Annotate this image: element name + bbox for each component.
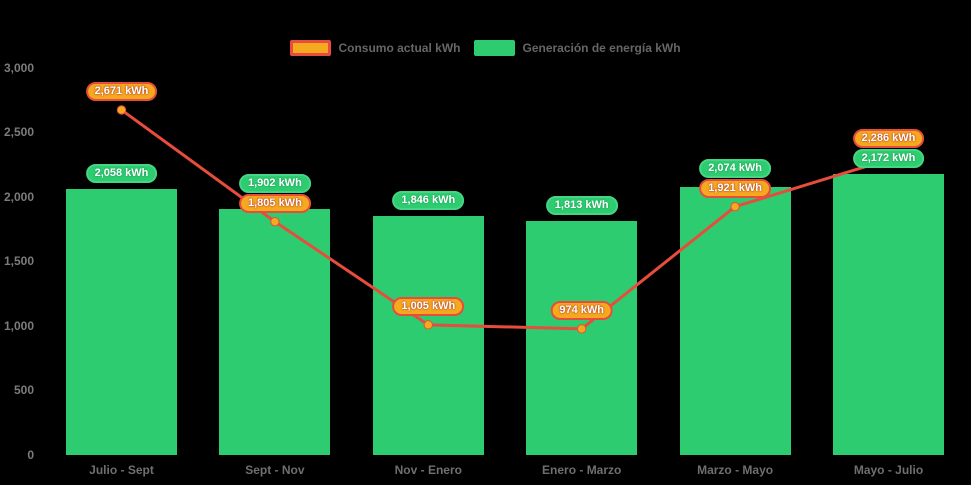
line-value-label: 974 kWh [550, 300, 614, 320]
generation-bar[interactable] [219, 209, 331, 455]
x-axis-label: Julio - Sept [89, 463, 154, 477]
generation-bar[interactable] [372, 216, 484, 455]
line-point[interactable] [423, 320, 433, 330]
line-value-label: 1,921 kWh [699, 178, 771, 198]
line-point[interactable] [577, 324, 587, 334]
bar-series-swatch-icon [474, 40, 516, 56]
y-axis-tick: 3,000 [3, 60, 34, 75]
bar-value-label: 1,813 kWh [545, 195, 618, 215]
x-axis-label: Enero - Marzo [542, 463, 622, 477]
line-point[interactable] [116, 105, 127, 115]
line-value-label: 1,005 kWh [392, 296, 465, 316]
x-axis-label: Marzo - Mayo [697, 463, 774, 477]
legend-label-generacion: Generación de energía kWh [522, 41, 681, 55]
line-point[interactable] [730, 201, 740, 212]
generation-bar[interactable] [679, 186, 791, 455]
x-axis-label: Sept - Nov [245, 463, 305, 477]
y-axis-tick: 0 [27, 447, 34, 462]
x-axis-label: Nov - Enero [394, 463, 462, 477]
y-axis-tick: 1,000 [3, 318, 34, 333]
legend-item-consumo-actual[interactable]: Consumo actual kWh [290, 40, 460, 56]
x-axis-label: Mayo - Julio [853, 463, 924, 477]
y-axis-tick: 2,500 [3, 125, 34, 139]
line-series-swatch-icon [290, 40, 332, 56]
bar-value-label: 1,902 kWh [238, 173, 311, 193]
line-point[interactable] [270, 216, 280, 227]
line-value-label: 1,805 kWh [238, 193, 311, 213]
bar-value-label: 2,172 kWh [852, 149, 925, 169]
bar-value-label: 2,074 kWh [699, 158, 771, 178]
bar-value-label: 2,058 kWh [85, 164, 158, 184]
bar-value-label: 1,846 kWh [392, 191, 465, 211]
y-axis-tick: 1,500 [3, 254, 34, 268]
line-value-label: 2,286 kWh [852, 129, 925, 149]
y-axis-tick: 2,000 [3, 189, 34, 204]
legend-label-consumo: Consumo actual kWh [338, 41, 461, 55]
y-axis-tick: 500 [13, 383, 34, 397]
line-value-label: 2,671 kWh [85, 81, 158, 101]
generation-bar[interactable] [526, 220, 638, 455]
generation-bar[interactable] [833, 174, 944, 455]
legend: Consumo actual kWh Generación de energía… [0, 40, 971, 56]
legend-item-generacion[interactable]: Generación de energía kWh [474, 40, 681, 56]
generation-bar[interactable] [66, 189, 177, 455]
